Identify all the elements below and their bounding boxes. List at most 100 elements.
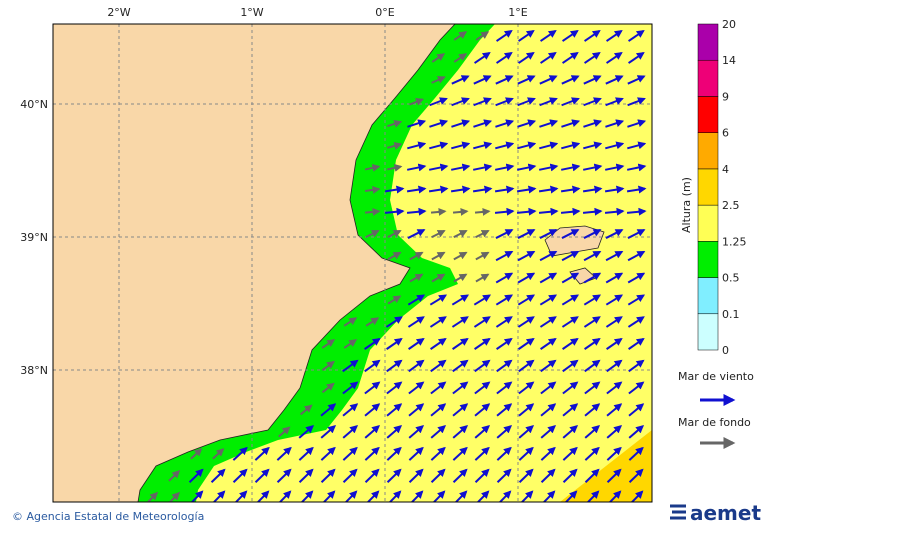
wind-arrow xyxy=(472,163,493,172)
lat-label: 38°N xyxy=(20,364,48,377)
swell-arrow xyxy=(452,207,469,216)
wind-arrow xyxy=(517,229,536,239)
wind-arrow xyxy=(604,207,625,216)
colorbar-label: 1.25 xyxy=(722,235,747,248)
wind-arrow xyxy=(474,425,491,439)
swell-arrow xyxy=(453,273,468,283)
wind-arrow xyxy=(517,316,535,328)
wind-arrow xyxy=(430,359,447,373)
wind-arrow xyxy=(495,75,514,85)
wind-arrow xyxy=(583,97,602,107)
wind-arrow xyxy=(606,468,622,483)
wind-arrow xyxy=(342,403,359,417)
wind-arrow xyxy=(606,30,623,42)
wind-arrow xyxy=(386,446,402,461)
wind-arrow xyxy=(583,119,603,128)
wind-arrow xyxy=(364,468,380,483)
wind-arrow xyxy=(429,141,449,150)
lon-label: 0°E xyxy=(375,6,394,19)
swell-arrow xyxy=(343,339,358,349)
wind-arrow xyxy=(583,294,602,306)
wind-arrow xyxy=(408,468,424,483)
wind-arrow xyxy=(366,490,380,502)
swell-arrow xyxy=(364,185,381,194)
wind-arrow xyxy=(474,359,491,373)
wind-arrow xyxy=(496,52,513,64)
wind-arrow xyxy=(518,52,535,64)
swell-arrow xyxy=(431,229,446,239)
wind-arrow xyxy=(605,75,624,85)
wind-arrow xyxy=(386,359,403,373)
wind-arrow xyxy=(407,119,427,128)
wind-arrow xyxy=(342,359,359,373)
wind-arrow xyxy=(564,490,578,502)
wind-arrow xyxy=(495,294,514,306)
wind-arrow xyxy=(494,163,515,172)
wind-arrow xyxy=(298,446,314,461)
wind-arrow xyxy=(540,468,556,483)
wind-arrow xyxy=(407,294,426,306)
swell-arrow xyxy=(453,31,468,41)
wind-arrow xyxy=(517,141,537,150)
wind-arrow xyxy=(408,403,425,417)
wind-arrow xyxy=(584,52,601,64)
swell-arrow xyxy=(364,163,381,172)
wind-arrow xyxy=(517,250,536,262)
wind-arrow xyxy=(451,316,469,328)
wind-arrow xyxy=(452,381,469,395)
wind-arrow xyxy=(562,425,579,439)
map xyxy=(53,24,652,502)
wind-arrow xyxy=(429,294,448,306)
swell-arrow xyxy=(453,53,468,63)
wind-arrow xyxy=(517,272,536,284)
wind-arrow xyxy=(451,141,471,150)
wind-arrow xyxy=(254,468,270,483)
wind-arrow xyxy=(538,207,559,216)
swell-arrow xyxy=(364,207,381,216)
wind-arrow xyxy=(320,468,336,483)
wind-arrow xyxy=(627,316,645,328)
wind-arrow xyxy=(495,97,514,107)
wind-arrow xyxy=(450,185,471,194)
wind-arrow xyxy=(561,229,580,239)
wind-arrow xyxy=(452,468,468,483)
wind-arrow xyxy=(584,359,601,373)
colorbar-label: 0 xyxy=(722,344,729,357)
wind-arrow xyxy=(518,446,534,461)
wind-arrow xyxy=(451,119,471,128)
wind-arrow xyxy=(450,163,471,172)
legend-label: Mar de viento xyxy=(678,370,754,383)
swell-arrow xyxy=(409,273,424,283)
wind-arrow xyxy=(344,490,358,502)
wind-arrow xyxy=(452,359,469,373)
wind-arrow xyxy=(496,30,513,42)
wind-arrow xyxy=(628,403,645,417)
wind-arrow xyxy=(406,207,427,216)
wind-arrow xyxy=(388,490,402,502)
wind-arrow xyxy=(190,490,204,502)
wind-arrow xyxy=(254,446,270,461)
swell-arrow xyxy=(387,229,402,239)
wind-arrow xyxy=(474,446,490,461)
wind-arrow xyxy=(408,359,425,373)
colorbar: 0 0.1 0.5 1.25 2.5 4 6 9 14 20 xyxy=(697,18,747,357)
wind-arrow xyxy=(495,272,514,284)
wind-arrow xyxy=(386,381,403,395)
wind-arrow xyxy=(342,446,358,461)
wind-arrow xyxy=(473,97,492,107)
swell-arrow xyxy=(299,404,313,416)
wind-arrow xyxy=(562,30,579,42)
wind-arrow xyxy=(539,141,559,150)
wind-arrow xyxy=(562,468,578,483)
wind-arrow xyxy=(473,316,491,328)
colorbar-label: 6 xyxy=(722,127,729,140)
wind-arrow xyxy=(539,272,558,284)
wind-arrow xyxy=(562,359,579,373)
swell-arrow xyxy=(431,53,446,63)
swell-arrow xyxy=(431,273,446,283)
wind-arrow xyxy=(429,316,447,328)
wind-arrow xyxy=(454,490,468,502)
wind-arrow xyxy=(410,490,424,502)
wind-arrow xyxy=(495,316,513,328)
wind-arrow xyxy=(627,250,646,262)
